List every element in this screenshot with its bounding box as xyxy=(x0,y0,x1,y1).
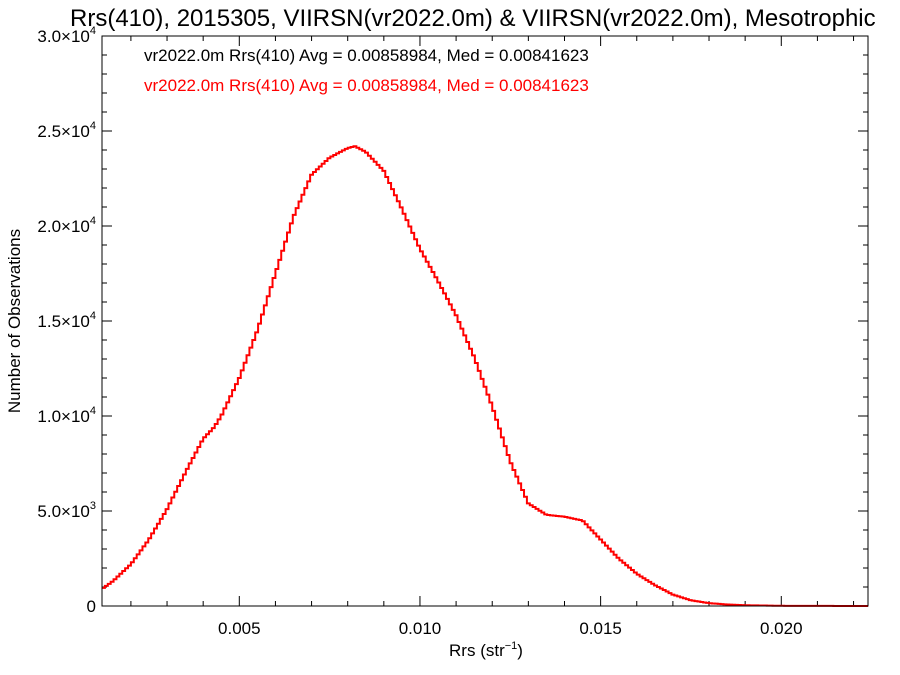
y-tick-mantissa: 1.0×10 xyxy=(37,407,89,426)
series-line-0 xyxy=(102,145,868,607)
y-tick-mantissa: 2.0×10 xyxy=(37,217,89,236)
x-axis-ticks: 0.005 0.010 0.015 0.020 xyxy=(130,36,855,638)
x-tick-label: 0.020 xyxy=(760,619,803,638)
y-axis-label: Number of Observations xyxy=(5,229,24,413)
chart-title: Rrs(410), 2015305, VIIRSN(vr2022.0m) & V… xyxy=(70,5,876,32)
legend-entry-0: vr2022.0m Rrs(410) Avg = 0.00858984, Med… xyxy=(144,46,589,65)
y-tick-label: 1.0×104 xyxy=(37,405,96,426)
y-tick-label: 0 xyxy=(87,597,96,616)
y-tick-exponent: 4 xyxy=(90,215,96,227)
legend: vr2022.0m Rrs(410) Avg = 0.00858984, Med… xyxy=(144,46,589,95)
y-tick-label: 1.5×104 xyxy=(37,310,96,331)
y-tick-exponent: 4 xyxy=(90,310,96,322)
y-tick-mantissa: 3.0×10 xyxy=(37,27,89,46)
x-tick-label: 0.015 xyxy=(579,619,622,638)
legend-entry-1: vr2022.0m Rrs(410) Avg = 0.00858984, Med… xyxy=(144,76,589,95)
y-tick-label: 2.0×104 xyxy=(37,215,96,236)
y-tick-mantissa: 5.0×10 xyxy=(37,502,89,521)
x-tick-label: 0.005 xyxy=(218,619,261,638)
y-tick-label: 2.5×104 xyxy=(37,120,96,141)
y-tick-mantissa: 0 xyxy=(87,597,96,616)
y-tick-mantissa: 2.5×10 xyxy=(37,122,89,141)
y-tick-exponent: 4 xyxy=(90,405,96,417)
y-tick-exponent: 4 xyxy=(90,25,96,37)
y-tick-exponent: 3 xyxy=(90,500,96,512)
series-layer xyxy=(102,145,868,607)
y-axis-ticks: 05.0×1031.0×1041.5×1042.0×1042.5×1043.0×… xyxy=(37,25,868,616)
y-tick-mantissa: 1.5×10 xyxy=(37,312,89,331)
x-tick-label: 0.010 xyxy=(399,619,442,638)
y-tick-label: 5.0×103 xyxy=(37,500,96,521)
y-tick-exponent: 4 xyxy=(90,120,96,132)
y-tick-label: 3.0×104 xyxy=(37,25,96,46)
plot-frame xyxy=(101,35,869,607)
x-axis-label: Rrs (str−1) xyxy=(449,640,523,660)
